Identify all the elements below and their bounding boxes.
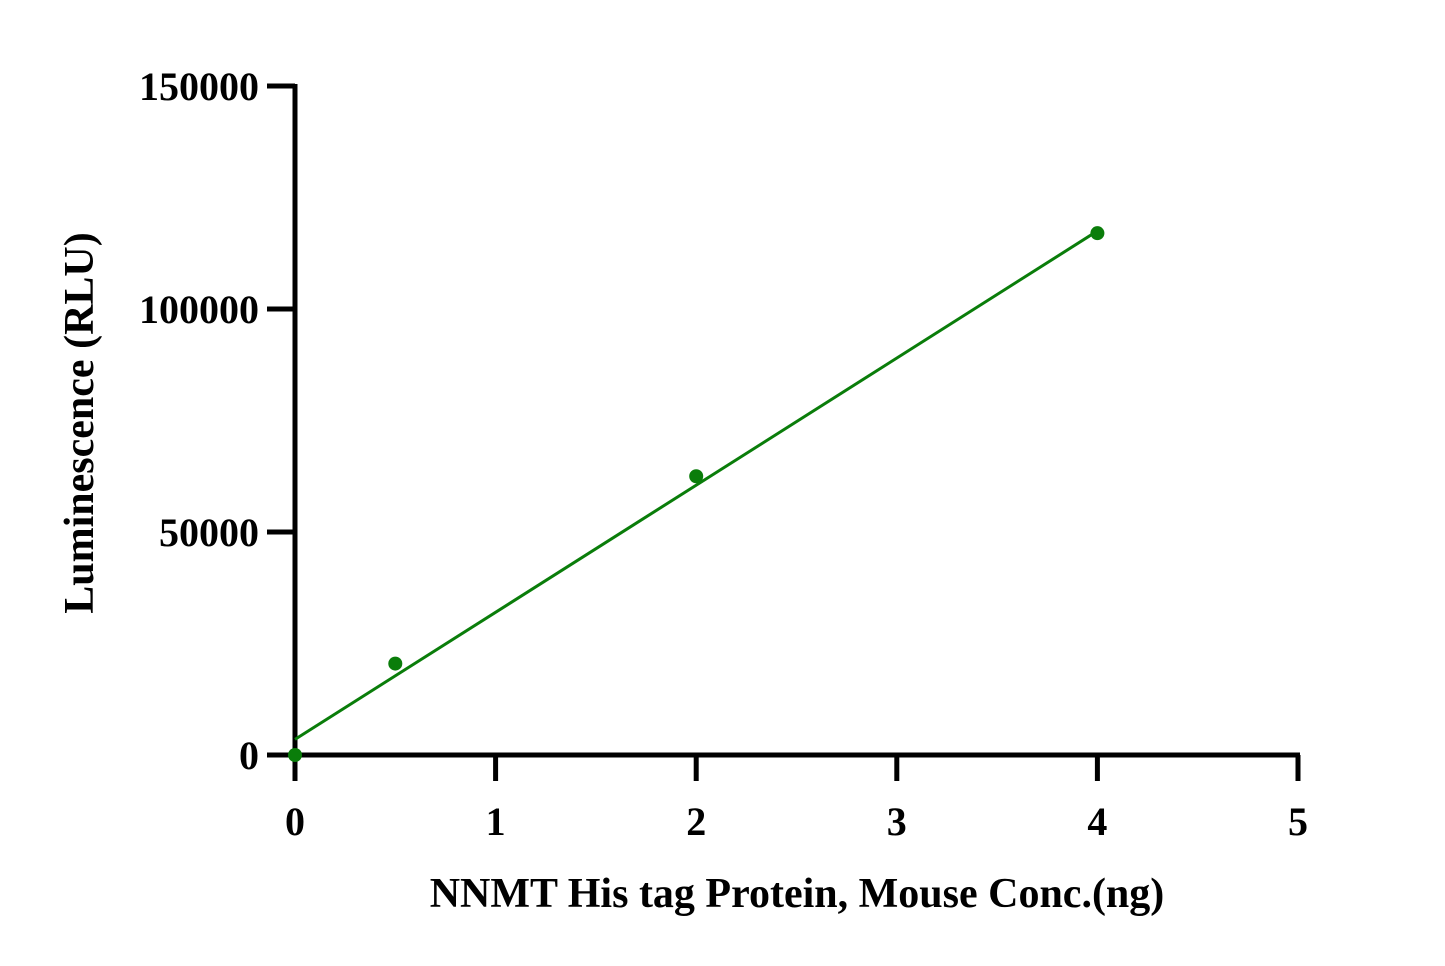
y-axis-ticks: 0 50000 100000 150000	[139, 64, 295, 778]
x-axis-title: NNMT His tag Protein, Mouse Conc.(ng)	[430, 871, 1165, 917]
data-point	[1090, 226, 1105, 241]
y-tick-label: 0	[239, 733, 259, 778]
x-tick-label: 4	[1087, 799, 1107, 844]
data-point	[288, 748, 302, 762]
x-tick-label: 2	[686, 799, 706, 844]
x-tick-label: 5	[1288, 799, 1308, 844]
x-tick-label: 0	[285, 799, 305, 844]
data-points	[288, 226, 1105, 762]
fit-line	[294, 229, 1099, 741]
fit-line-group	[294, 229, 1099, 741]
y-tick-label: 50000	[159, 510, 259, 555]
y-axis-title: Luminescence (RLU)	[57, 232, 103, 613]
x-tick-label: 3	[887, 799, 907, 844]
axes	[292, 84, 1300, 758]
data-point	[388, 656, 403, 671]
x-axis-ticks: 0 1 2 3 4 5	[285, 755, 1308, 844]
y-tick-label: 150000	[139, 64, 259, 109]
x-tick-label: 1	[486, 799, 506, 844]
data-point	[689, 469, 704, 484]
y-tick-label: 100000	[139, 287, 259, 332]
